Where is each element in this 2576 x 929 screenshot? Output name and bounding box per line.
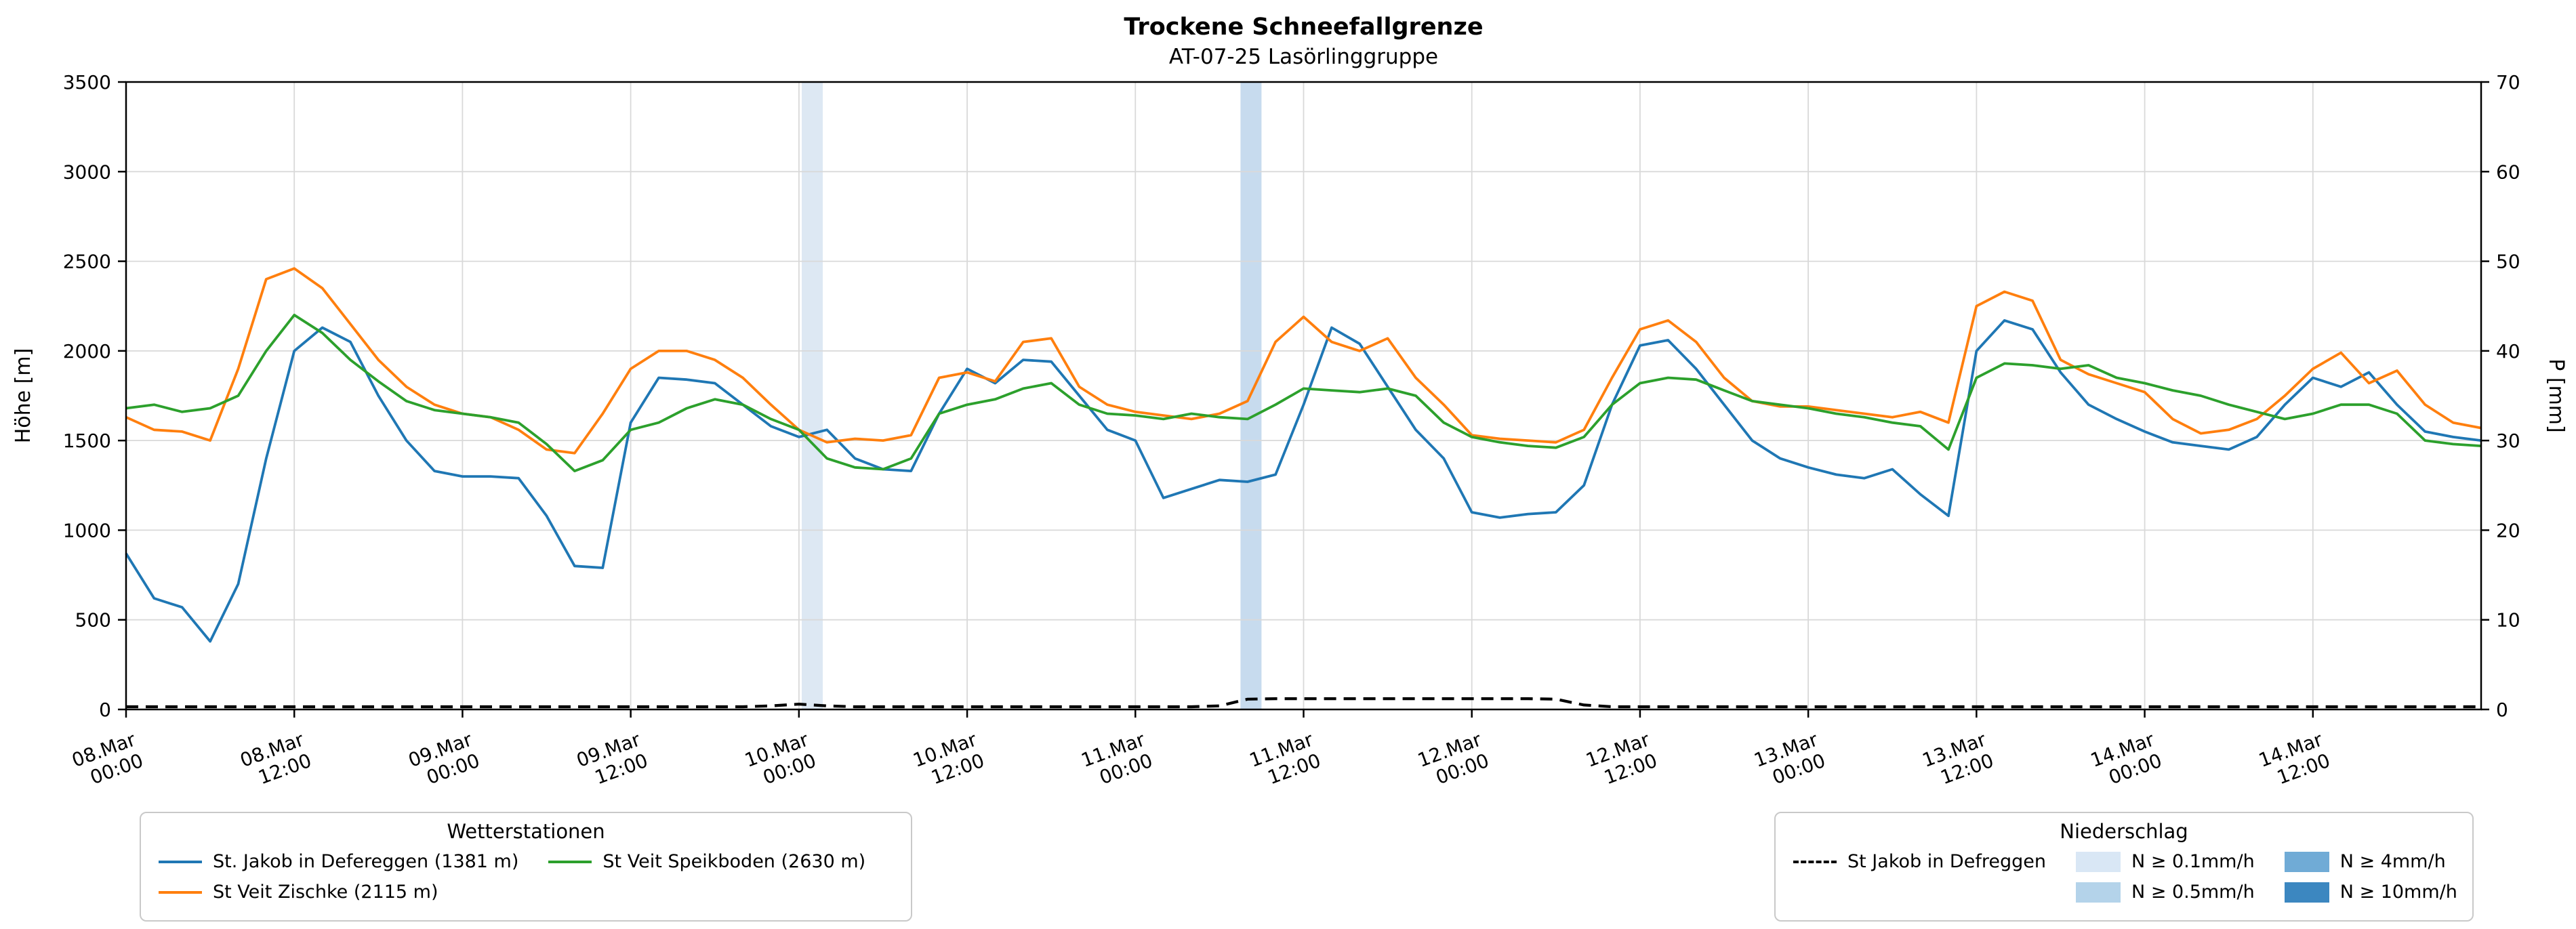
precip-intensity-patch [2284,851,2329,872]
x-tick-label: 10.Mar00:00 [741,728,819,792]
legend-column: St Veit Speikboden (2630 m) [548,851,865,872]
chart-title: Trockene Schneefallgrenze [1124,14,1484,41]
line-sample [159,890,202,894]
x-tick-label: 08.Mar00:00 [69,728,147,792]
x-tick-label: 11.Mar00:00 [1078,728,1156,792]
legend-label: N ≥ 0.5mm/h [2131,882,2255,903]
y-tick-label-right: 30 [2496,430,2520,452]
legend-item: N ≥ 0.1mm/h [2075,851,2255,872]
precip-legend-title: Niederschlag [2060,820,2188,843]
y-tick-label-left: 2500 [63,251,111,273]
series-line [125,267,2482,455]
legend-column: St. Jakob in Defereggen (1381 m) St Veit … [159,851,518,903]
legend-column: N ≥ 4mm/h N ≥ 10mm/h [2284,851,2457,903]
line-sample [548,860,592,863]
y-tick-label-left: 3500 [63,71,111,94]
x-tick-label: 14.Mar12:00 [2255,728,2333,792]
legend-item: N ≥ 10mm/h [2284,882,2457,903]
precip-intensity-patch [2075,851,2121,872]
x-tick-label: 09.Mar00:00 [405,728,483,792]
stations-legend-title: Wetterstationen [447,820,605,843]
legend-column: N ≥ 0.1mm/h N ≥ 0.5mm/h [2075,851,2255,903]
y-tick-label-right: 70 [2496,71,2520,94]
y-tick-label-right: 10 [2496,609,2520,632]
legend-item: N ≥ 4mm/h [2284,851,2457,872]
series-line [125,318,2482,643]
legend-item: St Veit Zischke (2115 m) [159,882,518,903]
y-tick-label-right: 0 [2496,699,2508,721]
y-tick-label-right: 50 [2496,251,2520,273]
legend-item: St Jakob in Defreggen [1793,851,2046,872]
precip-legend-items: St Jakob in Defreggen N ≥ 0.1mm/h N ≥ 0.5m… [1793,851,2457,903]
legend-column: St Jakob in Defreggen [1793,851,2046,872]
y-tick-label-left: 1000 [63,519,111,541]
x-tick-label: 12.Mar12:00 [1583,728,1661,792]
y-tick-label-left: 500 [75,609,111,632]
y-axis-label-right: P [mm] [2544,358,2568,432]
precip-intensity-patch [2284,882,2329,903]
y-axis-label-left: Höhe [m] [12,348,35,444]
y-tick-label-left: 3000 [63,161,111,183]
x-tick-label: 10.Mar12:00 [910,728,988,792]
legend-label: St. Jakob in Defereggen (1381 m) [213,851,519,872]
dashed-line-sample [1793,860,1837,863]
legend-item: N ≥ 0.5mm/h [2075,882,2255,903]
y-tick-label-left: 1500 [63,430,111,452]
legend-label: St Veit Speikboden (2630 m) [602,851,866,872]
line-sample [159,860,202,863]
x-tick-label: 13.Mar00:00 [1751,728,1829,792]
legend-label: N ≥ 10mm/h [2339,882,2457,903]
y-tick-label-right: 20 [2496,519,2520,541]
legend-label: St Veit Zischke (2115 m) [213,882,438,903]
x-tick-label: 14.Mar00:00 [2087,728,2165,792]
legend-label: N ≥ 0.1mm/h [2131,851,2255,872]
y-tick-label-right: 60 [2496,161,2520,183]
legend-label: N ≥ 4mm/h [2339,851,2446,872]
x-tick-label: 12.Mar00:00 [1414,728,1492,792]
y-tick-label-right: 40 [2496,340,2520,363]
series-line [125,313,2482,472]
legend-label: St Jakob in Defreggen [1847,851,2046,872]
stations-legend: Wetterstationen St. Jakob in Defereggen … [140,812,912,922]
x-tick-label: 08.Mar12:00 [237,728,315,792]
x-tick-label: 13.Mar12:00 [1919,728,1997,792]
x-tick-label: 09.Mar12:00 [573,728,651,792]
y-tick-label-left: 0 [99,699,111,721]
precip-intensity-patch [2075,882,2121,903]
precip-band [802,82,823,709]
legend-item: St Veit Speikboden (2630 m) [548,851,865,872]
stations-legend-items: St. Jakob in Defereggen (1381 m) St Veit … [159,851,893,903]
legend-item: St. Jakob in Defereggen (1381 m) [159,851,518,872]
precip-legend: Niederschlag St Jakob in Defreggen N ≥ 0.… [1774,812,2474,922]
x-tick-label: 11.Mar12:00 [1246,728,1324,792]
y-tick-label-left: 2000 [63,340,111,363]
chart-subtitle: AT-07-25 Lasörlinggruppe [1168,45,1439,69]
